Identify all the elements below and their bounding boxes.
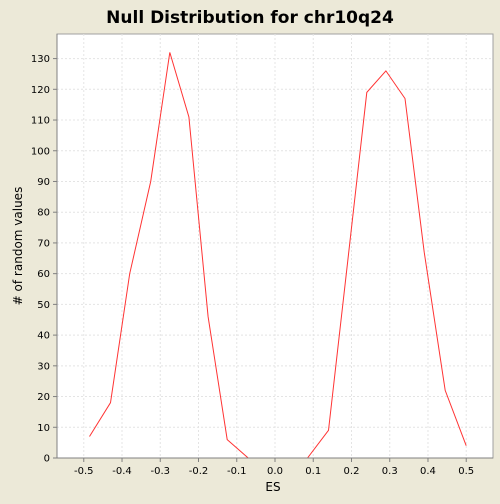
x-tick-label: -0.3 — [151, 466, 171, 477]
y-tick-label: 90 — [37, 177, 50, 188]
chart-title: Null Distribution for chr10q24 — [106, 8, 394, 28]
grid-lines — [57, 34, 493, 459]
y-tick-label: 120 — [31, 85, 50, 96]
x-tick-label: 0.1 — [305, 466, 321, 477]
y-tick-label: 0 — [44, 454, 50, 465]
x-tick-label: 0.4 — [420, 466, 436, 477]
y-tick-label: 110 — [31, 116, 50, 127]
y-tick-label: 30 — [37, 361, 50, 372]
y-tick-label: 130 — [31, 54, 50, 65]
y-tick-label: 50 — [37, 300, 50, 311]
y-tick-label: 10 — [37, 423, 50, 434]
y-tick-label: 60 — [37, 269, 50, 280]
y-tick-label: 40 — [37, 331, 50, 342]
x-tick-label: -0.1 — [227, 466, 247, 477]
x-axis-label: ES — [265, 480, 280, 494]
y-tick-label: 80 — [37, 208, 50, 219]
x-tick-label: 0.3 — [382, 466, 398, 477]
axes: -0.5 -0.4 -0.3 -0.2 -0.1 0.0 0.1 0.2 0.3 0.4 0.5 0 1… — [31, 34, 493, 477]
y-tick-label: 20 — [37, 392, 50, 403]
x-tick-label: -0.2 — [189, 466, 209, 477]
x-tick-label: -0.5 — [74, 466, 94, 477]
x-tick-label: 0.5 — [458, 466, 474, 477]
x-tick-label: 0.0 — [267, 466, 283, 477]
x-tick-label: -0.4 — [112, 466, 132, 477]
y-axis-label: # of random values — [11, 187, 25, 306]
y-tick-label: 100 — [31, 146, 50, 157]
x-tick-label: 0.2 — [344, 466, 360, 477]
y-tick-label: 70 — [37, 238, 50, 249]
